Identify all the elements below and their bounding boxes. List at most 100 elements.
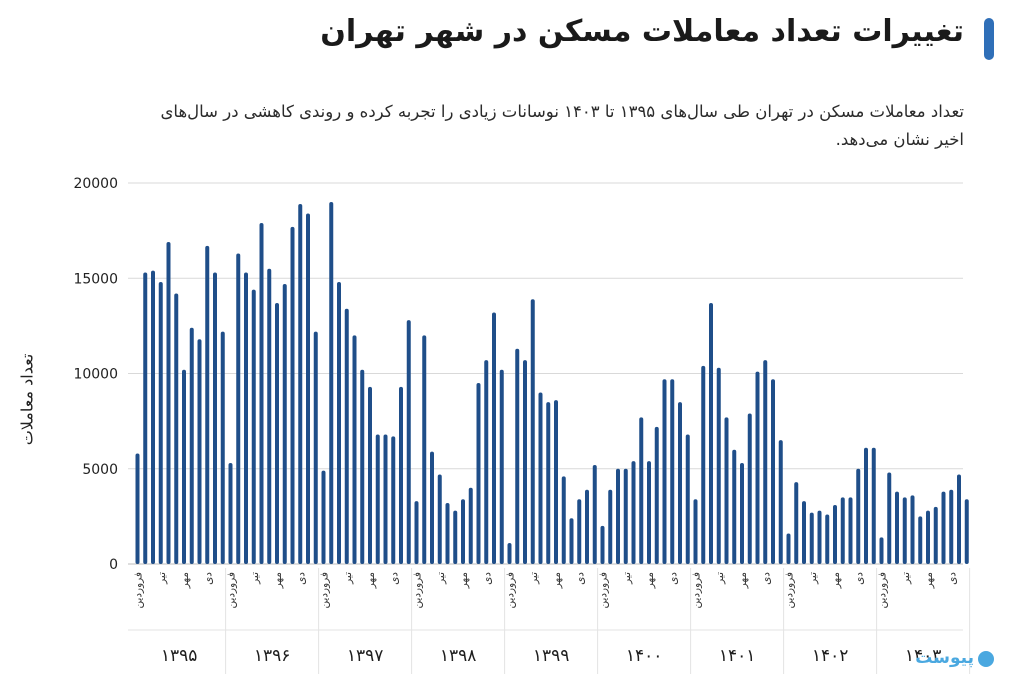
bar: [871, 447, 876, 564]
bar: [895, 491, 899, 564]
month-tick-label: دی: [946, 572, 958, 585]
month-tick-label: مهر: [551, 572, 563, 589]
bar: [740, 463, 744, 564]
month-tick-label: فروردین: [505, 572, 517, 609]
month-tick-label: تیر: [156, 572, 168, 585]
bar: [360, 369, 365, 564]
bar: [949, 489, 954, 564]
bar: [492, 312, 496, 564]
month-tick-label: فروردین: [133, 572, 145, 609]
bar: [368, 386, 372, 564]
bar: [244, 272, 248, 564]
year-label: ۱۴۰۲: [812, 646, 849, 666]
bar: [499, 369, 504, 564]
bar: [437, 474, 442, 564]
bar: [554, 400, 558, 564]
bar: [809, 512, 814, 564]
bar: [344, 308, 349, 564]
bar: [755, 371, 760, 564]
bar: [391, 436, 396, 564]
month-tick-label: مهر: [179, 572, 191, 589]
bar: [910, 495, 915, 564]
bar: [530, 299, 535, 564]
bar: [856, 468, 861, 564]
bar: [461, 499, 465, 564]
bar: [321, 470, 326, 564]
bar: [220, 331, 225, 564]
year-label: ۱۳۹۹: [533, 646, 570, 666]
bar: [337, 282, 341, 564]
year-label: ۱۳۹۵: [161, 646, 198, 666]
bar: [251, 289, 256, 564]
bar: [383, 434, 388, 564]
bar: [406, 320, 411, 564]
bar: [864, 447, 868, 564]
month-tick-label: فروردین: [691, 572, 703, 609]
month-tick-label: تیر: [621, 572, 633, 585]
bar: [259, 223, 264, 564]
bar: [662, 379, 667, 564]
bar: [964, 499, 969, 564]
month-tick-label: تیر: [714, 572, 726, 585]
bar: [282, 283, 287, 564]
bar: [670, 379, 675, 564]
bar: [693, 499, 698, 564]
bar: [639, 417, 644, 564]
year-label: ۱۳۹۷: [347, 646, 384, 666]
bar: [802, 501, 806, 564]
bar: [933, 506, 938, 564]
month-tick-label: دی: [388, 572, 400, 585]
month-tick-label: دی: [481, 572, 493, 585]
bar: [445, 503, 450, 564]
month-tick-label: تیر: [528, 572, 540, 585]
bar: [476, 383, 481, 564]
bar: [236, 253, 241, 565]
bar: [422, 335, 427, 564]
bar: [228, 463, 233, 564]
bar: [902, 497, 907, 564]
bar: [825, 514, 830, 564]
bar: [515, 348, 520, 564]
bar: [267, 268, 272, 564]
bar: [654, 426, 659, 564]
x-axis: فروردین تیر مهر دی فروردین تیر مهر دی فروردین تیر…: [128, 568, 971, 674]
month-tick-label: مهر: [737, 572, 749, 589]
bar: [771, 379, 775, 564]
year-label: ۱۳۹۸: [440, 646, 477, 666]
bar: [678, 402, 682, 564]
month-tick-label: مهر: [830, 572, 842, 589]
bar: [151, 270, 155, 564]
bar: [182, 369, 186, 564]
bar: [887, 472, 892, 564]
month-tick-label: تیر: [342, 572, 354, 585]
month-tick-label: مهر: [458, 572, 470, 589]
month-tick-label: دی: [667, 572, 679, 585]
month-tick-label: تیر: [249, 572, 261, 585]
y-tick-label: 15000: [73, 271, 118, 287]
bar: [763, 360, 768, 564]
bar: [879, 537, 884, 564]
title-accent-bar: [984, 18, 994, 60]
month-tick-label: فروردین: [784, 572, 796, 609]
month-tick-label: تیر: [435, 572, 447, 585]
bar: [732, 449, 737, 564]
bar: [709, 303, 713, 564]
bar: [484, 360, 489, 564]
bar: [313, 331, 318, 564]
bar: [848, 497, 853, 564]
bar: [631, 461, 636, 564]
bar: [716, 367, 721, 564]
bar: [701, 365, 706, 564]
bar: [561, 476, 566, 564]
year-label: ۱۳۹۶: [254, 646, 291, 666]
bar: [616, 468, 620, 564]
bar: [143, 272, 148, 564]
bar: [724, 417, 729, 564]
bar: [306, 213, 310, 565]
bar: [546, 402, 551, 564]
bar: [592, 464, 597, 564]
month-tick-label: فروردین: [319, 572, 331, 609]
bars: [135, 202, 969, 565]
bar: [205, 245, 210, 565]
